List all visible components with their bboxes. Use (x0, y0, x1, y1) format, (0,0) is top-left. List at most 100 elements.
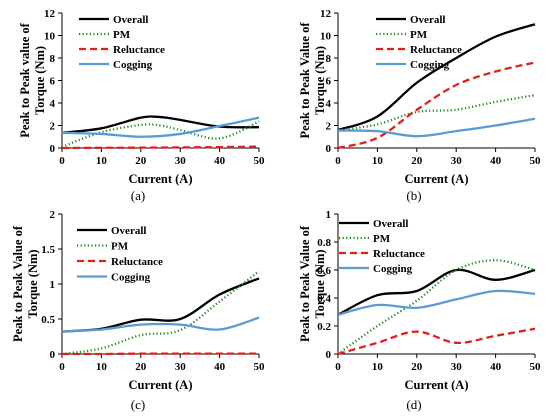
y-tick-label: 1 (326, 209, 332, 221)
x-tick-label: 50 (254, 155, 266, 167)
x-axis-label: Current (A) (129, 172, 193, 186)
legend-label: Overall (410, 14, 445, 26)
legend-label: Reluctance (373, 248, 425, 260)
x-tick-label: 20 (411, 155, 423, 167)
y-tick-label: 0 (50, 349, 56, 361)
series-line-pm (61, 120, 260, 148)
panel-caption: (d) (406, 397, 421, 412)
x-tick-label: 0 (59, 155, 65, 167)
panel-caption: (b) (406, 188, 421, 203)
y-axis-label-line: Peak to Peak value of (18, 22, 32, 137)
x-tick-label: 40 (490, 361, 502, 373)
series-line-pm (337, 93, 536, 132)
y-tick-label: 12 (320, 8, 332, 20)
y-tick-label: 2 (50, 121, 56, 133)
legend-label: PM (410, 29, 428, 41)
legend-label: Overall (113, 14, 148, 26)
y-tick-label: 0 (326, 349, 332, 361)
series-line-pm (337, 259, 536, 355)
y-tick-label: 0.6 (317, 265, 331, 277)
legend-label: Cogging (373, 263, 413, 275)
x-tick-label: 10 (372, 155, 384, 167)
y-axis-label-line: Peak to Peak Value of (298, 22, 312, 139)
y-axis-label: Peak to Peak Value ofTorque (Nm) (298, 22, 327, 139)
y-tick-label: 10 (44, 31, 56, 43)
x-tick-label: 0 (59, 361, 65, 373)
y-tick-label: 4 (50, 98, 56, 110)
x-tick-label: 40 (490, 155, 502, 167)
y-tick-label: 1.5 (41, 244, 55, 256)
panel-caption: (c) (131, 397, 145, 412)
legend-label: Cogging (113, 59, 153, 71)
series-line-overall (337, 268, 536, 316)
legend-label: PM (111, 241, 129, 253)
series-line-reluctance (61, 145, 260, 150)
y-axis-label-line: Peak to Peak Value of (11, 225, 25, 342)
series-line-reluctance (337, 61, 536, 150)
x-tick-label: 10 (372, 361, 384, 373)
y-tick-label: 12 (44, 8, 56, 20)
legend-label: Overall (111, 225, 146, 237)
series-line-cogging (61, 316, 260, 333)
panel-caption: (a) (131, 188, 145, 203)
x-tick-label: 30 (175, 361, 187, 373)
legend-label: Reluctance (410, 44, 462, 56)
series-line-reluctance (337, 327, 536, 356)
legend-label: Overall (373, 218, 408, 230)
chart-panel-2: 0 2 4 6 8 10 12 0 10 20 30 40 50 Current (A) Peak to P… (298, 8, 541, 203)
y-tick-label: 4 (326, 98, 332, 110)
series-line-cogging (61, 116, 260, 138)
series-line-overall (337, 23, 536, 132)
y-tick-label: 0.8 (317, 237, 331, 249)
x-axis-label: Current (A) (129, 378, 193, 392)
series-line-cogging (337, 289, 536, 316)
x-tick-label: 10 (96, 361, 108, 373)
x-tick-label: 0 (335, 361, 341, 373)
y-tick-label: 6 (50, 76, 56, 88)
y-tick-label: 10 (320, 31, 332, 43)
y-axis-label: Peak to Peak Value ofTorque (Nm) (298, 225, 327, 342)
y-axis-label-line: Peak to Peak Value of (298, 225, 312, 342)
y-tick-label: 8 (50, 53, 56, 65)
x-tick-label: 10 (96, 155, 108, 167)
y-tick-label: 2 (50, 209, 56, 221)
y-tick-label: 0.4 (317, 293, 331, 305)
series-line-pm (61, 270, 260, 356)
legend: Overall PM Reluctance Cogging (77, 225, 163, 284)
y-tick-label: 0.5 (41, 314, 55, 326)
x-tick-label: 50 (530, 155, 542, 167)
x-tick-label: 40 (214, 155, 226, 167)
y-tick-label: 0 (326, 143, 332, 155)
y-tick-label: 0.2 (317, 321, 331, 333)
x-tick-label: 0 (335, 155, 341, 167)
y-tick-label: 2 (326, 121, 332, 133)
x-axis-label: Current (A) (405, 172, 469, 186)
legend-label: PM (373, 233, 391, 245)
y-tick-label: 6 (326, 76, 332, 88)
x-tick-label: 20 (135, 361, 147, 373)
x-tick-label: 20 (411, 361, 423, 373)
x-tick-label: 50 (530, 361, 542, 373)
x-tick-label: 30 (451, 361, 463, 373)
x-tick-label: 20 (135, 155, 147, 167)
y-axis-label: Peak to Peak value ofTorque (Nm) (18, 22, 47, 137)
legend: Overall PM Reluctance Cogging (339, 218, 425, 275)
chart-panel-1: 0 2 4 6 8 10 12 0 10 20 30 40 50 Current (A) Peak to P… (18, 8, 265, 203)
y-tick-label: 0 (50, 143, 56, 155)
x-tick-label: 40 (214, 361, 226, 373)
legend-label: Reluctance (113, 44, 165, 56)
legend-label: Cogging (111, 272, 151, 284)
legend-label: Cogging (410, 59, 450, 71)
y-axis-label: Peak to Peak Value ofTorque (Nm) (11, 225, 40, 342)
y-axis-label-line: Torque (Nm) (33, 46, 47, 115)
x-tick-label: 50 (254, 361, 266, 373)
legend: Overall PM Reluctance Cogging (79, 14, 165, 71)
y-axis-label-line: Torque (Nm) (313, 249, 327, 318)
x-tick-label: 30 (175, 155, 187, 167)
legend-label: Reluctance (111, 256, 163, 268)
legend-label: PM (113, 29, 131, 41)
y-tick-label: 8 (326, 53, 332, 65)
